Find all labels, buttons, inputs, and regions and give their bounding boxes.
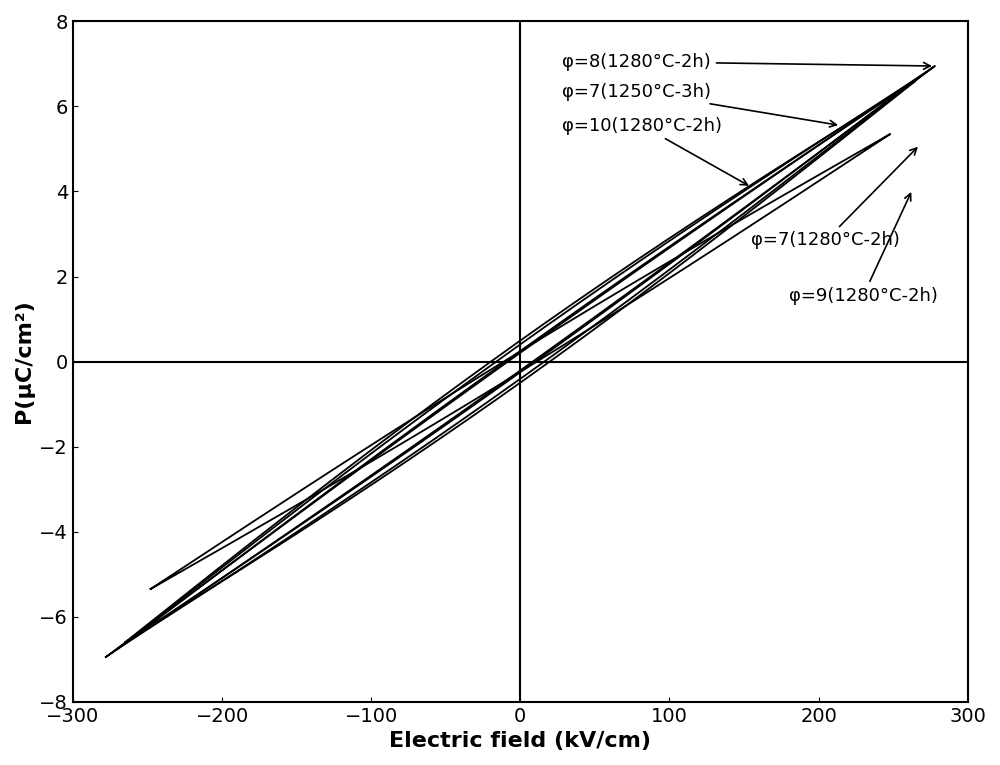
Text: φ=10(1280°C-2h): φ=10(1280°C-2h) [562, 116, 747, 185]
X-axis label: Electric field (kV/cm): Electric field (kV/cm) [389, 731, 651, 751]
Text: φ=7(1280°C-2h): φ=7(1280°C-2h) [751, 148, 917, 249]
Text: φ=9(1280°C-2h): φ=9(1280°C-2h) [789, 194, 938, 304]
Text: φ=8(1280°C-2h): φ=8(1280°C-2h) [562, 53, 930, 71]
Text: φ=7(1250°C-3h): φ=7(1250°C-3h) [562, 83, 836, 127]
Y-axis label: P(μC/cm²): P(μC/cm²) [14, 300, 34, 423]
